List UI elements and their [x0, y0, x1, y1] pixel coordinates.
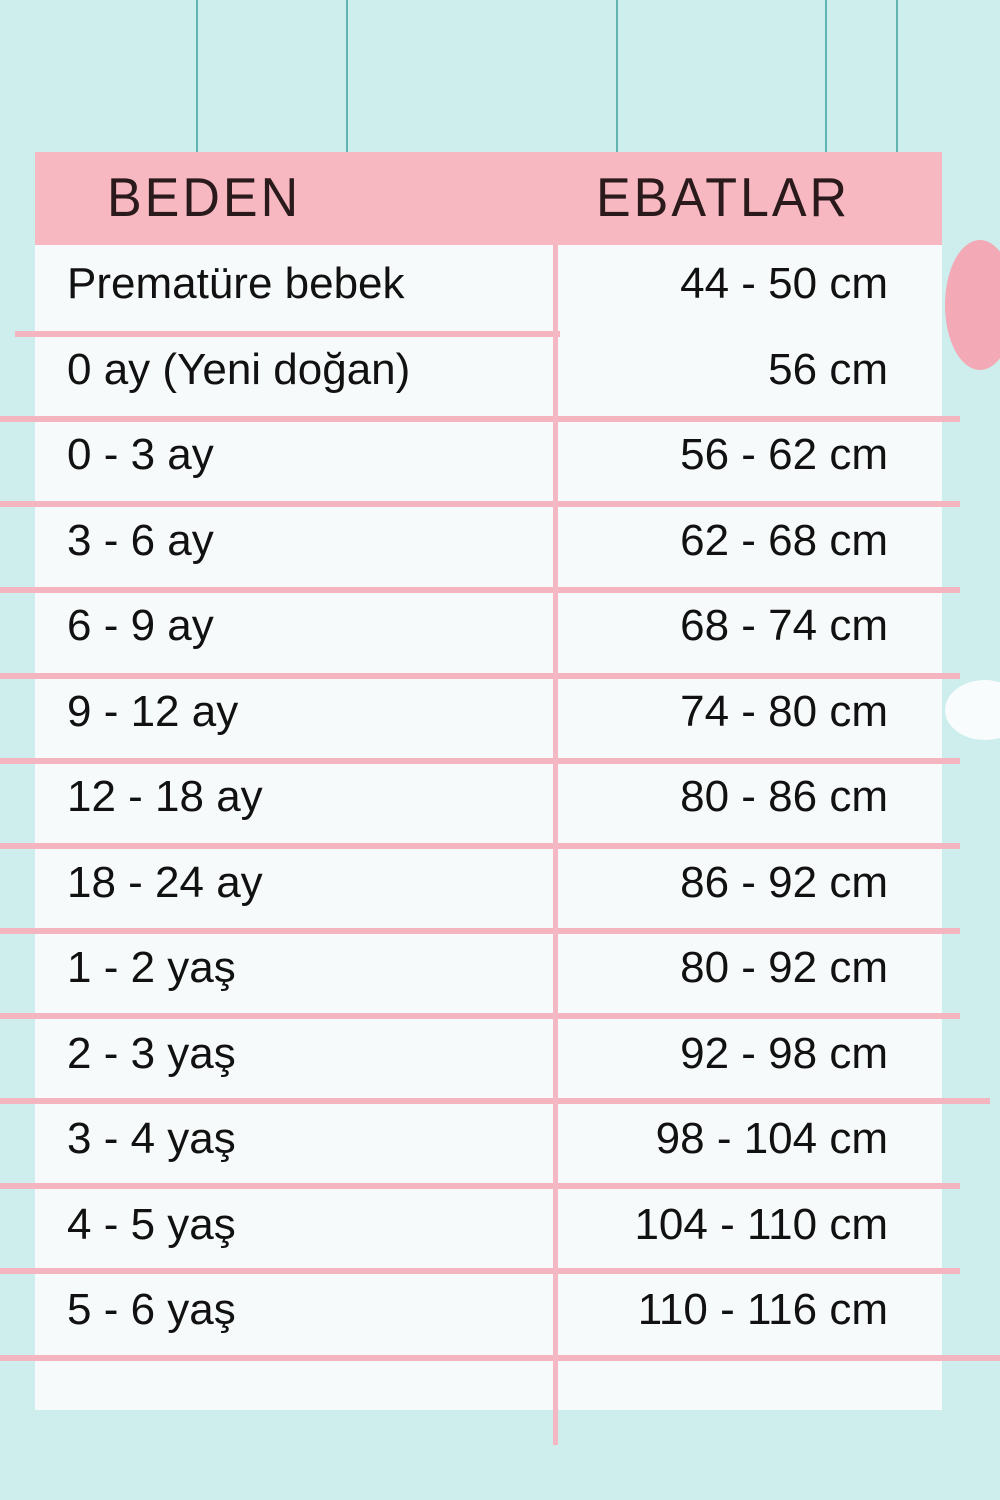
measure-cell: 56 cm [768, 344, 888, 394]
size-cell: 2 - 3 yaş [67, 1028, 236, 1078]
hanging-string [825, 0, 827, 152]
measure-cell: 110 - 116 cm [637, 1285, 888, 1334]
size-cell: 12 - 18 ay [67, 772, 263, 821]
row-divider [0, 1013, 960, 1019]
row-divider [0, 1268, 960, 1274]
measure-cell: 98 - 104 cm [655, 1114, 888, 1163]
row-divider [0, 673, 960, 679]
measure-cell: 92 - 98 cm [680, 1028, 888, 1078]
header-measure: EBATLAR [596, 167, 851, 229]
size-cell: 0 - 3 ay [67, 430, 214, 479]
size-cell: 0 ay (Yeni doğan) [67, 344, 411, 394]
measure-cell: 104 - 110 cm [634, 1199, 888, 1249]
table-row: 12 - 18 ay 80 - 86 cm [35, 760, 942, 845]
measure-cell: 62 - 68 cm [680, 515, 888, 565]
measure-cell: 74 - 80 cm [680, 686, 888, 736]
table-row: 4 - 5 yaş 104 - 110 cm [35, 1188, 942, 1273]
size-cell: 1 - 2 yaş [67, 943, 236, 992]
measure-cell: 80 - 86 cm [680, 772, 888, 821]
size-cell: 9 - 12 ay [67, 686, 239, 736]
row-divider [0, 1098, 990, 1104]
row-divider [0, 843, 960, 849]
size-table [35, 152, 942, 1410]
table-row: 1 - 2 yaş 80 - 92 cm [35, 931, 942, 1016]
table-row: Prematüre bebek 44 - 50 cm [35, 247, 942, 332]
row-divider [0, 416, 960, 422]
size-cell: Prematüre bebek [67, 259, 405, 308]
measure-cell: 56 - 62 cm [680, 430, 888, 479]
size-cell: 3 - 4 yaş [67, 1114, 236, 1163]
size-cell: 5 - 6 yaş [67, 1285, 236, 1334]
header-size: BEDEN [107, 167, 302, 229]
row-divider [0, 928, 960, 934]
column-divider [553, 245, 558, 1445]
row-divider [15, 331, 560, 337]
table-row: 3 - 4 yaş 98 - 104 cm [35, 1102, 942, 1187]
size-cell: 4 - 5 yaş [67, 1199, 236, 1249]
measure-cell: 44 - 50 cm [680, 259, 888, 308]
table-row: 3 - 6 ay 62 - 68 cm [35, 504, 942, 589]
table-row: 0 - 3 ay 56 - 62 cm [35, 418, 942, 503]
size-cell: 18 - 24 ay [67, 857, 263, 907]
row-divider [0, 758, 960, 764]
pink-decoration [945, 240, 1000, 370]
table-row: 6 - 9 ay 68 - 74 cm [35, 589, 942, 674]
size-cell: 3 - 6 ay [67, 515, 214, 565]
measure-cell: 68 - 74 cm [680, 601, 888, 650]
hanging-string [346, 0, 348, 152]
table-row: 2 - 3 yaş 92 - 98 cm [35, 1017, 942, 1102]
row-divider [0, 501, 960, 507]
measure-cell: 86 - 92 cm [680, 857, 888, 907]
hanging-string [196, 0, 198, 152]
measure-cell: 80 - 92 cm [680, 943, 888, 992]
table-row: 5 - 6 yaş 110 - 116 cm [35, 1273, 942, 1358]
table-header [35, 152, 942, 245]
table-row: 9 - 12 ay 74 - 80 cm [35, 675, 942, 760]
row-divider [0, 587, 960, 593]
table-row: 0 ay (Yeni doğan) 56 cm [35, 333, 942, 418]
hanging-string [896, 0, 898, 152]
size-cell: 6 - 9 ay [67, 601, 214, 650]
row-divider [0, 1355, 1000, 1361]
table-row: 18 - 24 ay 86 - 92 cm [35, 846, 942, 931]
hanging-string [616, 0, 618, 152]
cloud-decoration [945, 680, 1000, 740]
row-divider [0, 1183, 960, 1189]
